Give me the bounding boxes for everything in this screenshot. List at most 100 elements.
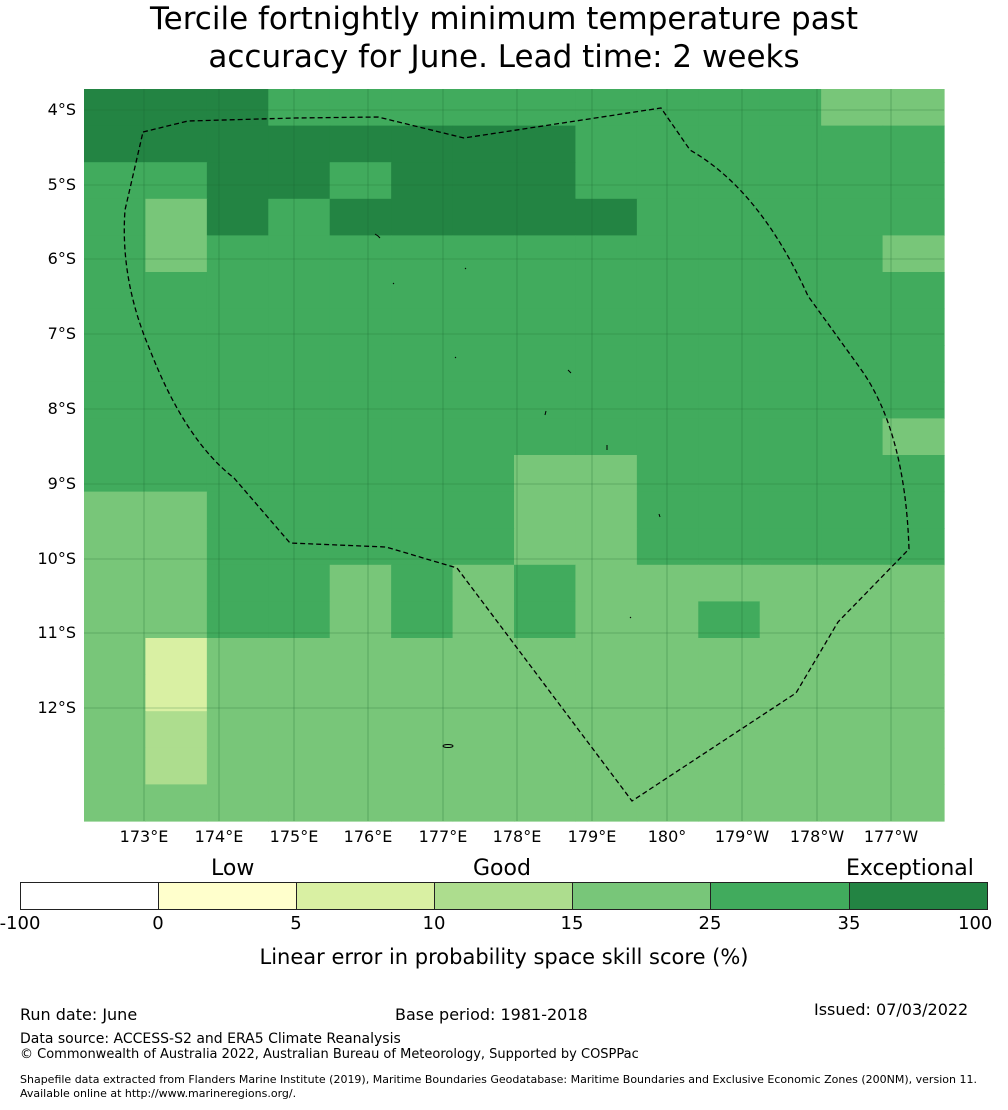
grid-cell [575, 601, 638, 639]
grid-cell [391, 784, 454, 822]
grid-cell [452, 345, 515, 383]
grid-cell [84, 381, 147, 419]
grid-cell [391, 89, 454, 127]
grid-cell [514, 89, 577, 127]
grid-cell [821, 381, 884, 419]
grid-cell [84, 235, 147, 273]
grid-cell [84, 89, 147, 127]
grid-cell [84, 455, 147, 493]
grid-cell [821, 601, 884, 639]
grid-cell [329, 747, 392, 785]
grid-cell [821, 455, 884, 493]
lat-label: 9°S [47, 474, 76, 493]
grid-cell [514, 747, 577, 785]
grid-cell [759, 747, 822, 785]
grid-cell [84, 125, 147, 163]
data-source: Data source: ACCESS-S2 and ERA5 Climate … [20, 1031, 401, 1047]
grid-cell [206, 747, 269, 785]
grid-cell [514, 235, 577, 273]
grid-cell [821, 198, 884, 236]
grid-cell [636, 784, 699, 822]
colorbar-tick: 25 [698, 913, 722, 934]
grid-cell [882, 272, 945, 310]
grid-cell [698, 381, 761, 419]
grid-cell [698, 638, 761, 676]
grid-cell [145, 784, 208, 822]
lat-label: 11°S [37, 623, 76, 642]
grid-cell [759, 272, 822, 310]
grid-cell [391, 564, 454, 602]
grid-cell [514, 674, 577, 712]
eez-boundary [123, 107, 910, 802]
grid-cell [452, 491, 515, 529]
grid-cell [452, 418, 515, 456]
grid-cell [575, 125, 638, 163]
grid-cell [84, 784, 147, 822]
grid-cell [84, 674, 147, 712]
lat-label: 5°S [47, 175, 76, 194]
grid-cell [514, 272, 577, 310]
grid-cell [452, 381, 515, 419]
grid-cell [575, 711, 638, 749]
grid-cell [821, 272, 884, 310]
grid-cell [575, 272, 638, 310]
grid-cell [821, 125, 884, 163]
grid-cell [698, 418, 761, 456]
grid-cell [452, 601, 515, 639]
grid-cell [329, 381, 392, 419]
grid-cell [391, 162, 454, 200]
lon-label: 176°E [343, 827, 393, 846]
lon-label: 177°W [863, 827, 919, 846]
grid-cell [452, 455, 515, 493]
colorbar-tick: 100 [958, 913, 993, 934]
shapefile-credit: Shapefile data extracted from Flanders M… [20, 1073, 977, 1100]
grid-cell [698, 125, 761, 163]
grid-cell [575, 198, 638, 236]
grid-cell [84, 638, 147, 676]
grid-cell [145, 747, 208, 785]
colorbar-tick: 15 [560, 913, 584, 934]
grid-cell [575, 162, 638, 200]
grid-cell [636, 198, 699, 236]
grid-cell [84, 162, 147, 200]
grid-cell [391, 674, 454, 712]
grid-cell [882, 198, 945, 236]
title-line-2: accuracy for June. Lead time: 2 weeks [208, 39, 800, 75]
grid-cell [759, 711, 822, 749]
grid-cell [84, 528, 147, 566]
grid-cell [391, 491, 454, 529]
grid-cell [329, 564, 392, 602]
grid-cell [575, 564, 638, 602]
grid-cell [268, 198, 331, 236]
grid-cell [206, 381, 269, 419]
grid-cell [514, 308, 577, 346]
colorbar-segment [710, 882, 850, 910]
grid-cell [329, 162, 392, 200]
grid-cell [84, 198, 147, 236]
grid-cell [145, 564, 208, 602]
grid-cell [636, 162, 699, 200]
colorbar-tick: 0 [152, 913, 164, 934]
grid-cell [698, 601, 761, 639]
grid-cell [514, 528, 577, 566]
grid-cell [882, 674, 945, 712]
grid-cell [759, 491, 822, 529]
grid-cell [206, 711, 269, 749]
grid-cell [882, 747, 945, 785]
grid-cell [698, 308, 761, 346]
grid-cell [84, 272, 147, 310]
grid-cell [514, 491, 577, 529]
grid-cell [821, 418, 884, 456]
grid-cell [514, 381, 577, 419]
grid-cell [698, 491, 761, 529]
lat-label: 8°S [47, 399, 76, 418]
lon-label: 173°E [119, 827, 169, 846]
grid-cell [145, 198, 208, 236]
grid-cell [821, 638, 884, 676]
grid-cell [329, 198, 392, 236]
grid-cell [759, 674, 822, 712]
grid-cell [268, 564, 331, 602]
lat-label: 12°S [37, 698, 76, 717]
grid-cell [514, 711, 577, 749]
grid-cell [452, 198, 515, 236]
